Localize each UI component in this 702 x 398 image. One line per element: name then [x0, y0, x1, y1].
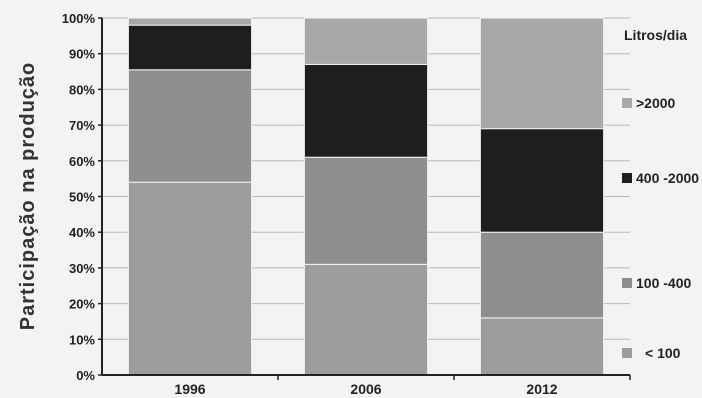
legend-label: >2000 — [636, 95, 676, 111]
y-tick-label: 100% — [62, 11, 96, 26]
bar-segment-2006-0 — [303, 263, 429, 376]
bar-segment-1996-1 — [127, 69, 253, 183]
y-tick-label: 60% — [69, 154, 95, 169]
bar-segment-2006-3 — [303, 17, 429, 65]
legend-swatch — [622, 98, 632, 108]
bar-segment-2012-1 — [479, 231, 605, 319]
legend-swatch — [622, 348, 632, 358]
bar-segment-1996-0 — [127, 181, 253, 376]
bar-segment-1996-3 — [127, 17, 253, 26]
legend: Litros/dia >2000 400 -2000 100 -400 < 100 — [622, 27, 699, 361]
legend-title: Litros/dia — [624, 27, 687, 43]
y-tick-label: 90% — [69, 47, 95, 62]
bar-segment-2006-2 — [303, 63, 429, 158]
legend-swatch — [622, 278, 632, 288]
y-axis-label: Participação na produção — [17, 62, 39, 331]
x-tick-label: 2012 — [526, 381, 557, 397]
legend-label: 100 -400 — [636, 275, 691, 291]
y-tick-label: 70% — [69, 118, 95, 133]
bar-segment-2012-2 — [479, 128, 605, 233]
y-tick-label: 20% — [69, 297, 95, 312]
bar-segment-1996-2 — [127, 24, 253, 71]
y-tick-label: 0% — [76, 368, 95, 383]
legend-swatch — [622, 173, 632, 183]
bar-segment-2012-3 — [479, 17, 605, 130]
y-tick-label: 80% — [69, 82, 95, 97]
y-tick-label: 50% — [69, 190, 95, 205]
bars — [127, 17, 605, 376]
legend-label: < 100 — [645, 345, 681, 361]
bar-segment-2006-1 — [303, 156, 429, 265]
y-tick-label: 40% — [69, 225, 95, 240]
x-tick-label: 1996 — [174, 381, 205, 397]
bar-segment-2012-0 — [479, 317, 605, 376]
y-tick-label: 10% — [69, 332, 95, 347]
x-tick-label: 2006 — [350, 381, 381, 397]
axes: 0% 10% 20% 30% 40% 50% 60% 70% 80% 90% 100% 1996 200… — [62, 11, 631, 397]
y-tick-label: 30% — [69, 261, 95, 276]
legend-label: 400 -2000 — [636, 170, 699, 186]
